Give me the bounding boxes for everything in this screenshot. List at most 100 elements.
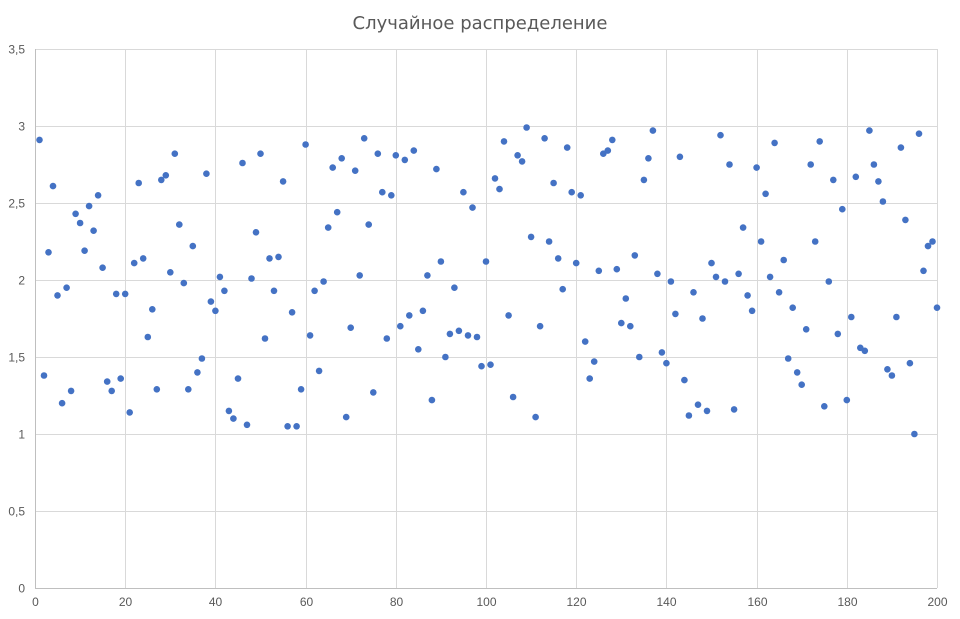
data-point (221, 287, 228, 295)
data-point (388, 192, 395, 199)
data-point (536, 322, 544, 330)
data-point (306, 332, 314, 339)
data-point (356, 272, 364, 279)
data-point (802, 326, 810, 333)
data-point (261, 335, 269, 342)
data-point (437, 258, 445, 265)
data-point (721, 278, 729, 285)
data-point (315, 367, 323, 375)
data-point (257, 150, 264, 157)
data-point (568, 188, 575, 196)
x-tick-label: 20 (119, 595, 133, 609)
data-point (613, 265, 621, 273)
data-point (266, 255, 273, 262)
data-point (933, 304, 941, 312)
data-point (153, 386, 161, 393)
data-point (771, 139, 778, 147)
data-point (424, 272, 431, 279)
data-point (338, 155, 346, 162)
data-point (595, 267, 603, 275)
data-point (108, 387, 115, 395)
x-tick-label: 120 (566, 595, 586, 609)
data-point (920, 267, 927, 275)
data-point (550, 179, 557, 187)
data-point (902, 216, 909, 224)
data-point (442, 353, 449, 361)
data-point (478, 362, 485, 370)
data-point (685, 412, 693, 419)
data-point (302, 141, 309, 148)
data-point (879, 198, 887, 205)
data-point (518, 158, 526, 165)
data-point (726, 161, 733, 168)
data-point (473, 333, 481, 341)
data-point (248, 275, 255, 282)
data-point (117, 375, 124, 382)
data-point (897, 144, 905, 151)
data-point (843, 396, 851, 404)
data-point (347, 324, 355, 332)
data-point (446, 330, 454, 338)
data-point (789, 304, 796, 312)
data-point (645, 155, 652, 162)
data-point (76, 219, 84, 227)
data-point (176, 221, 183, 228)
x-tick-label: 100 (476, 595, 496, 609)
data-point (708, 259, 715, 267)
data-point (762, 190, 769, 198)
data-point (514, 152, 521, 159)
data-point (753, 164, 760, 171)
data-point (329, 164, 337, 171)
data-point (288, 309, 296, 316)
chart-title: Случайное распределение (353, 13, 608, 34)
data-point (663, 359, 670, 367)
data-point (67, 387, 75, 395)
data-point (866, 127, 873, 134)
data-points (36, 124, 941, 438)
data-point (545, 238, 553, 245)
y-tick-label: 3 (18, 120, 25, 134)
data-point (45, 249, 52, 256)
data-point (784, 355, 792, 362)
data-point (275, 253, 282, 261)
data-point (72, 210, 79, 218)
data-point (320, 278, 327, 285)
data-point (428, 396, 436, 404)
data-point (171, 150, 179, 157)
data-point (676, 153, 684, 161)
data-point (293, 423, 300, 430)
data-point (94, 192, 102, 199)
data-point (636, 353, 643, 361)
data-point (284, 423, 291, 430)
data-point (654, 270, 661, 278)
y-tick-label: 0,5 (8, 505, 25, 519)
data-point (834, 330, 842, 338)
y-axis-tick-labels: 0 0,5 1 1,5 2 2,5 3 3,5 (8, 43, 25, 596)
data-point (830, 176, 837, 184)
data-point (618, 319, 625, 327)
x-tick-label: 160 (747, 595, 767, 609)
data-point (311, 287, 318, 295)
data-point (158, 176, 165, 184)
data-point (58, 399, 66, 407)
x-tick-label: 40 (209, 595, 223, 609)
data-point (487, 361, 494, 369)
data-point (627, 322, 634, 330)
data-point (162, 172, 170, 179)
data-point (203, 170, 210, 177)
data-point (112, 290, 120, 298)
data-point (252, 229, 260, 236)
data-point (631, 252, 639, 259)
data-point (451, 284, 458, 292)
data-point (324, 224, 332, 231)
data-point (775, 289, 783, 296)
data-point (121, 290, 129, 298)
data-point (825, 278, 833, 285)
data-point (915, 130, 923, 137)
data-point (906, 359, 914, 367)
x-tick-label: 0 (32, 595, 39, 609)
x-tick-label: 140 (656, 595, 676, 609)
data-point (419, 307, 427, 315)
data-point (90, 227, 97, 234)
